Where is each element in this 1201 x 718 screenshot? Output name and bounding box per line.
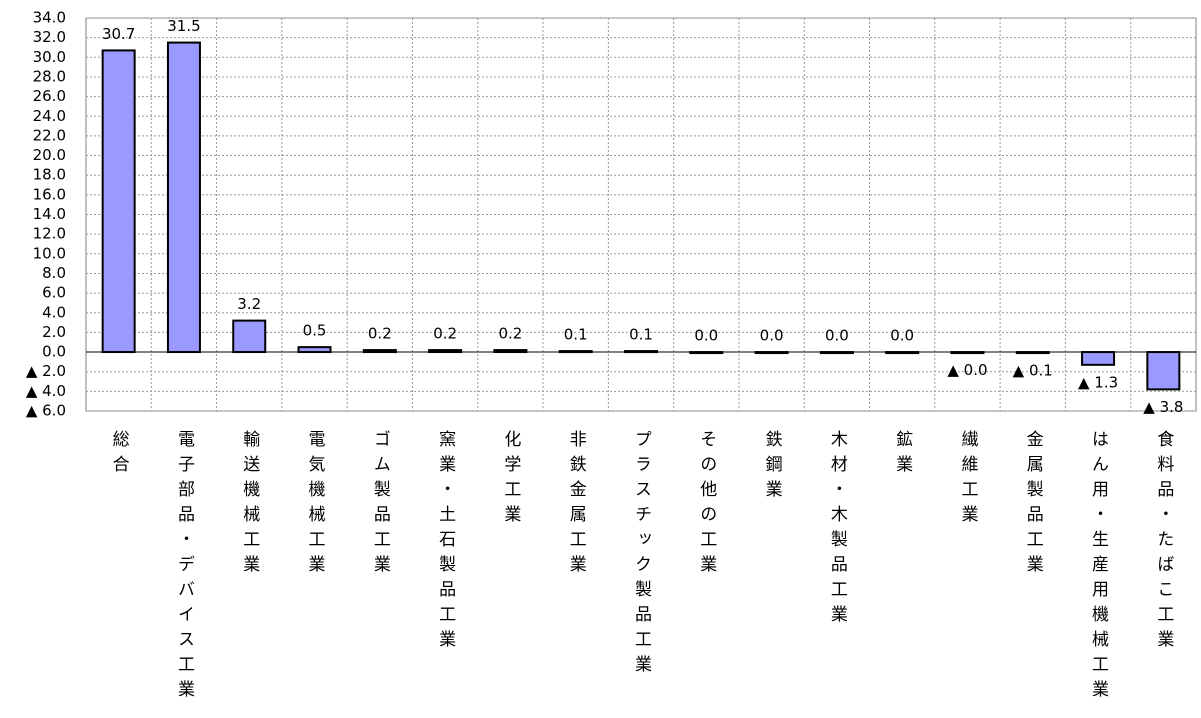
bar <box>166 41 201 354</box>
bar <box>232 319 267 354</box>
value-label: 0.2 <box>368 325 392 343</box>
y-tick-label: ▲ 2.0 <box>26 362 66 380</box>
y-tick-label: 4.0 <box>42 303 66 321</box>
value-label: 0.0 <box>694 327 718 345</box>
y-tick-label: ▲ 4.0 <box>26 382 66 400</box>
y-tick-label: 24.0 <box>33 107 66 125</box>
bar <box>558 350 593 354</box>
bar <box>819 351 854 355</box>
y-tick-label: 2.0 <box>42 323 66 341</box>
bar <box>754 351 789 355</box>
y-tick-label: 22.0 <box>33 126 66 144</box>
y-tick-label: 28.0 <box>33 67 66 85</box>
y-tick-label: 0.0 <box>42 343 66 361</box>
x-tick-label: 窯業・土石製品工業 <box>435 430 456 655</box>
y-tick-label: 20.0 <box>33 146 66 164</box>
bar <box>624 350 658 354</box>
y-tick-label: ▲ 6.0 <box>26 402 66 420</box>
x-tick-label: 木材・木製品工業 <box>827 430 848 630</box>
x-tick-label: 金属製品工業 <box>1023 430 1044 580</box>
y-tick-label: 12.0 <box>33 225 66 243</box>
value-label: 31.5 <box>167 17 200 35</box>
bar <box>362 349 397 354</box>
bar <box>689 351 724 355</box>
value-label: ▲ 3.8 <box>1143 398 1183 416</box>
value-label: 0.1 <box>564 326 588 344</box>
value-label: 0.5 <box>303 322 327 340</box>
x-tick-label: 鉄鋼業 <box>762 430 783 505</box>
y-tick-label: 8.0 <box>42 264 66 282</box>
x-tick-label: 繊維工業 <box>957 430 978 530</box>
x-tick-label: 非鉄金属工業 <box>566 430 587 580</box>
bar <box>493 349 528 354</box>
x-tick-label: 電気機械工業 <box>305 430 326 580</box>
x-tick-label: 食料品・たばこ工業 <box>1153 430 1174 655</box>
value-label: ▲ 1.3 <box>1078 373 1118 391</box>
bar <box>1146 351 1181 391</box>
y-tick-label: 16.0 <box>33 185 66 203</box>
value-label: 0.2 <box>498 325 522 343</box>
y-tick-label: 32.0 <box>33 28 66 46</box>
y-tick-label: 6.0 <box>42 284 66 302</box>
x-tick-label: プラスチック製品工業 <box>631 430 652 680</box>
x-tick-label: ゴム製品工業 <box>370 430 391 580</box>
bar <box>950 351 985 355</box>
y-tick-label: 14.0 <box>33 205 66 223</box>
bar <box>428 349 463 354</box>
x-tick-label: 鉱業 <box>892 430 913 480</box>
bar <box>885 351 920 355</box>
y-tick-label: 30.0 <box>33 48 66 66</box>
value-label: 0.0 <box>825 327 849 345</box>
x-tick-label: 輸送機械工業 <box>239 430 260 580</box>
value-label: 3.2 <box>237 295 261 313</box>
x-tick-label: その他の工業 <box>696 430 717 580</box>
y-tick-label: 18.0 <box>33 166 66 184</box>
value-label: 0.0 <box>890 327 914 345</box>
value-label: 0.1 <box>629 326 653 344</box>
bar <box>1015 351 1050 355</box>
value-label: ▲ 0.0 <box>947 361 987 379</box>
bar <box>297 346 332 354</box>
x-tick-label: 化学工業 <box>500 430 520 530</box>
x-tick-label: はん用・生産用機械工業 <box>1088 430 1109 705</box>
y-tick-label: 34.0 <box>33 9 66 27</box>
bar <box>1081 351 1116 366</box>
y-tick-label: 26.0 <box>33 87 66 105</box>
value-label: ▲ 0.1 <box>1013 362 1053 380</box>
x-tick-label: 総合 <box>109 430 130 480</box>
x-tick-label: 電子部品・デバイス工業 <box>174 430 195 705</box>
y-tick-label: 10.0 <box>33 244 66 262</box>
value-label: 0.0 <box>760 327 784 345</box>
value-label: 0.2 <box>433 325 457 343</box>
bar <box>101 49 136 354</box>
value-label: 30.7 <box>102 25 135 43</box>
